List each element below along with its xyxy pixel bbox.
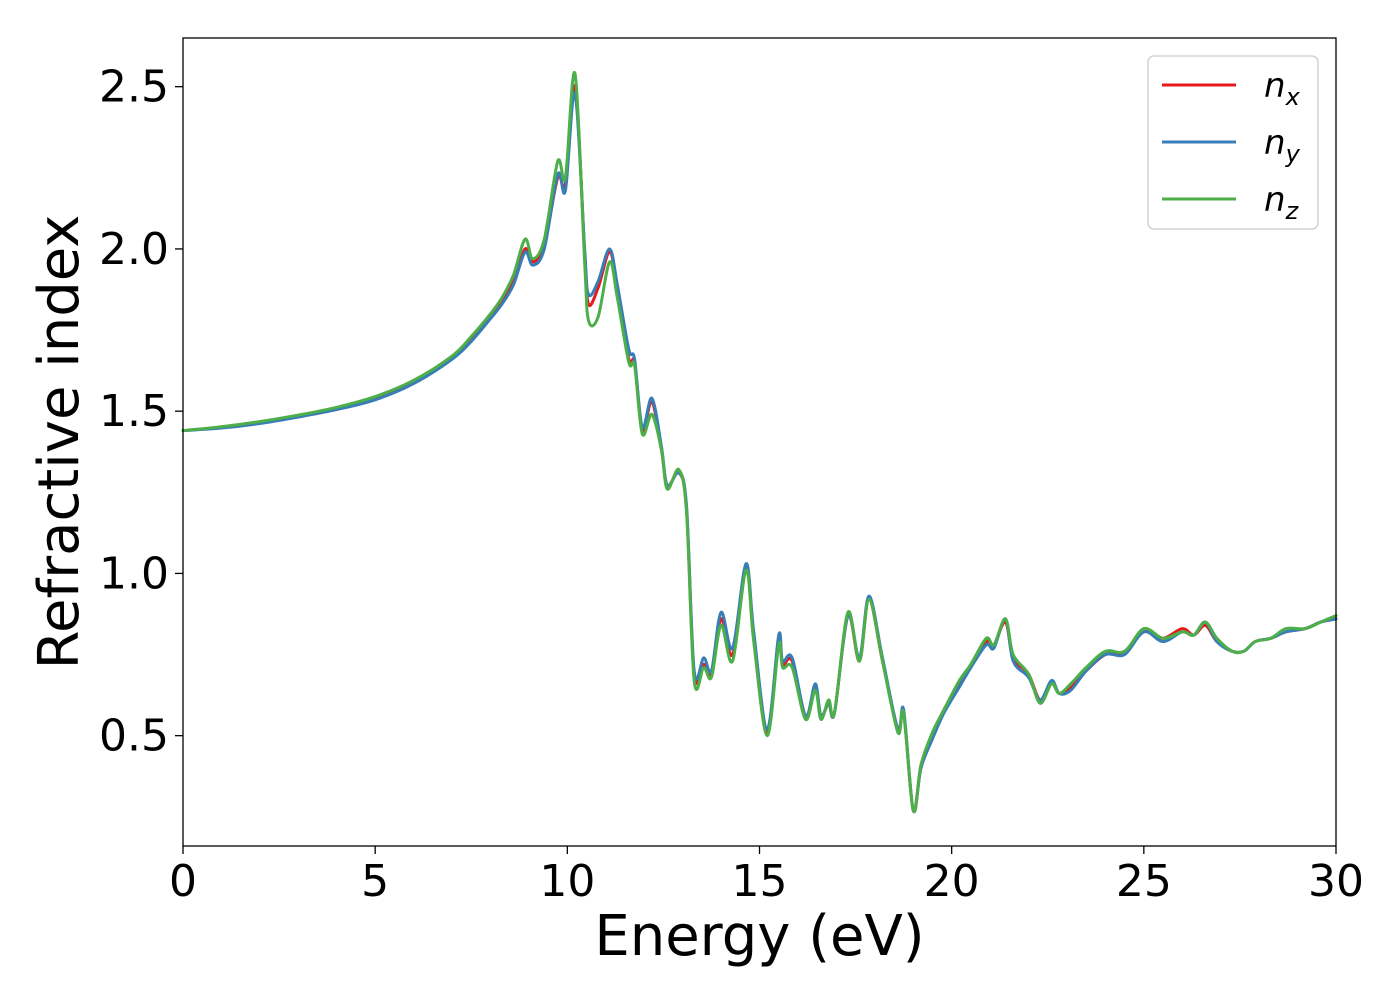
legend: nx ny nz xyxy=(1147,55,1319,230)
series-line-nz xyxy=(181,71,1338,813)
x-axis-title: Energy (eV) xyxy=(594,904,924,969)
y-axis: 0.5 1.0 1.5 2.0 2.5 xyxy=(99,62,183,762)
y-tick-label: 1.5 xyxy=(99,386,169,437)
legend-label-nz: nz xyxy=(1264,180,1300,225)
y-tick-label: 2.5 xyxy=(99,62,169,113)
y-tick-label: 1.0 xyxy=(99,548,169,599)
x-tick-label: 10 xyxy=(539,856,595,907)
y-tick-label: 2.0 xyxy=(99,224,169,275)
x-tick-label: 20 xyxy=(924,856,980,907)
x-tick-label: 30 xyxy=(1308,856,1364,907)
legend-label-ny: ny xyxy=(1264,123,1301,168)
plot-lines xyxy=(181,71,1338,814)
series-line-ny xyxy=(181,91,1338,814)
x-tick-label: 15 xyxy=(732,856,788,907)
y-axis-title: Refractive index xyxy=(27,215,92,670)
x-axis: 0 5 10 15 20 25 30 xyxy=(169,846,1364,907)
x-tick-label: 0 xyxy=(169,856,197,907)
x-tick-label: 5 xyxy=(361,856,389,907)
x-tick-label: 25 xyxy=(1116,856,1172,907)
legend-label-nx: nx xyxy=(1264,66,1301,111)
y-tick-label: 0.5 xyxy=(99,711,169,762)
